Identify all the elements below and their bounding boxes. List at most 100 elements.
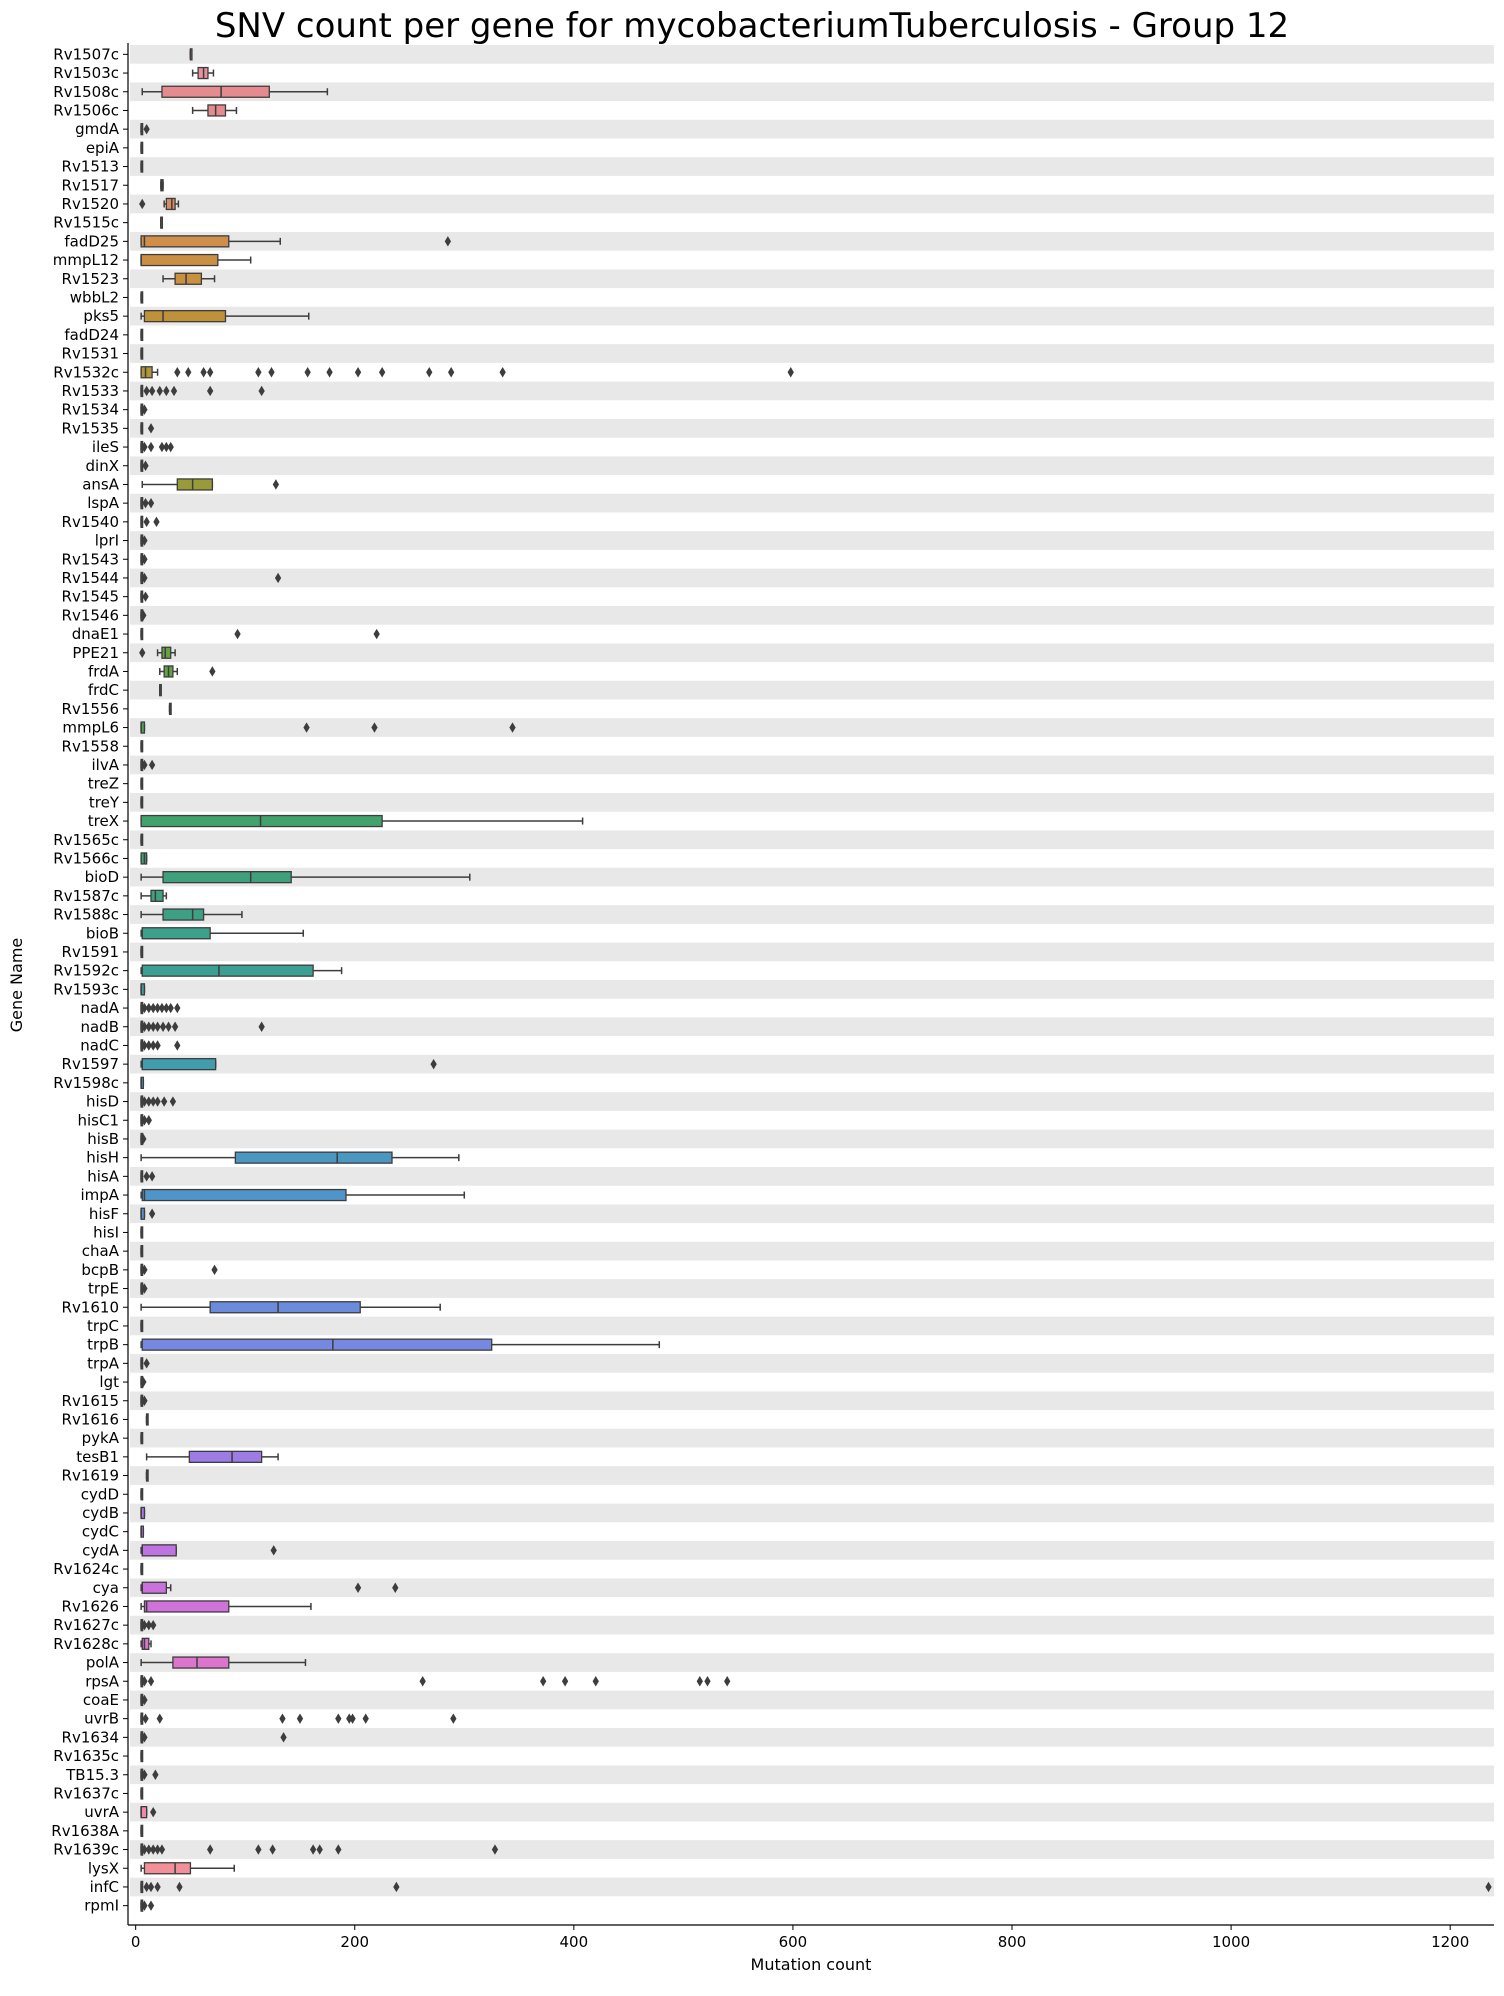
gene-box-coaE xyxy=(140,1693,148,1707)
outlier-point xyxy=(141,1021,148,1032)
gene-box-PPE21 xyxy=(139,646,176,659)
y-tick-label: trpE xyxy=(88,1280,119,1298)
y-tick-label: cydA xyxy=(82,1541,120,1559)
y-tick-label: Rv1533 xyxy=(62,382,119,400)
gene-box-Rv1545 xyxy=(140,590,149,603)
y-axis-label: Gene Name xyxy=(7,938,26,1033)
x-tick-label: 400 xyxy=(560,1933,589,1951)
gene-box-Rv1619 xyxy=(145,1469,149,1482)
gene-box-ileS xyxy=(140,440,174,454)
y-tick-label: fadD24 xyxy=(64,326,119,344)
gene-box-rpmI xyxy=(140,1899,155,1912)
row-stripe xyxy=(130,1578,1494,1598)
y-tick-label: treX xyxy=(88,812,119,830)
y-tick-label: Rv1591 xyxy=(62,943,119,961)
row-stripe xyxy=(130,344,1494,363)
row-stripe xyxy=(130,1092,1494,1111)
outlier-point xyxy=(444,236,452,247)
y-tick-label: Rv1546 xyxy=(62,606,119,624)
outlier-point xyxy=(491,1844,499,1855)
outlier-point xyxy=(141,1900,148,1911)
outlier-point xyxy=(141,441,148,453)
gene-box-ilvA xyxy=(140,758,156,772)
iqr-box xyxy=(141,1544,177,1557)
outlier-point xyxy=(141,759,148,771)
outlier-point xyxy=(167,1002,174,1014)
y-tick-label: mmpL6 xyxy=(62,719,119,737)
gene-box-frdA xyxy=(159,665,216,678)
gene-box-wbbL2 xyxy=(140,291,144,304)
iqr-box xyxy=(150,889,164,902)
y-tick-label: Rv1535 xyxy=(62,419,119,437)
row-stripe xyxy=(130,1054,1494,1074)
y-tick-label: lprI xyxy=(95,532,119,550)
y-tick-label: rpsA xyxy=(85,1672,120,1690)
iqr-box xyxy=(141,964,314,977)
iqr-box xyxy=(234,1151,393,1164)
outlier-point xyxy=(724,1676,731,1687)
y-tick-label: Rv1544 xyxy=(62,569,119,587)
gene-box-pks5 xyxy=(140,309,310,323)
y-tick-label: ileS xyxy=(92,438,119,456)
outlier-point xyxy=(303,722,310,733)
iqr-box xyxy=(172,1656,230,1669)
y-tick-label: cya xyxy=(93,1579,119,1597)
y-tick-label: lgt xyxy=(99,1373,119,1391)
x-axis: 0 200 400 600 800 1000 1200 xyxy=(128,1924,1494,1951)
gene-box-nadB xyxy=(140,1020,265,1033)
y-tick-label: tesB1 xyxy=(76,1448,119,1466)
row-stripe xyxy=(130,1129,1494,1149)
y-tick-label: dnaE1 xyxy=(72,625,119,643)
gene-box-hisD xyxy=(140,1095,177,1108)
outlier-point xyxy=(148,1208,156,1219)
outlier-point xyxy=(141,1619,148,1631)
gene-box-mmpL12 xyxy=(140,253,252,267)
y-tick-label: Rv1545 xyxy=(62,588,119,606)
y-tick-label: trpA xyxy=(87,1354,120,1372)
row-stripe xyxy=(130,1877,1494,1897)
y-tick-label: Rv1639c xyxy=(53,1841,119,1859)
y-tick-label: nadA xyxy=(81,999,120,1017)
outlier-point xyxy=(156,385,163,397)
outlier-point xyxy=(145,1619,152,1631)
outlier-point xyxy=(145,1115,152,1126)
outlier-point xyxy=(378,367,386,378)
outlier-point xyxy=(371,722,378,733)
y-tick-label: trpB xyxy=(87,1336,119,1354)
gene-box-Rv1534 xyxy=(140,403,148,416)
gene-box-hisA xyxy=(140,1170,156,1183)
outlier-point xyxy=(335,1713,342,1724)
row-stripe xyxy=(130,493,1494,513)
outlier-point xyxy=(159,1021,167,1032)
gene-box-trpE xyxy=(140,1282,148,1295)
row-stripe xyxy=(130,1428,1494,1448)
row-stripes xyxy=(130,45,1494,1897)
outlier-point xyxy=(153,516,160,528)
y-tick-label: epiA xyxy=(86,139,120,157)
y-tick-label: Rv1523 xyxy=(62,270,119,288)
gene-box-tesB1 xyxy=(145,1450,279,1463)
row-stripe xyxy=(130,1653,1494,1672)
gene-box-hisF xyxy=(140,1207,156,1220)
outlier-point xyxy=(171,1021,179,1032)
gene-box-Rv1593c xyxy=(140,983,146,996)
box-series xyxy=(139,48,1492,1912)
iqr-box xyxy=(141,1058,217,1071)
y-tick-label: Rv1520 xyxy=(62,195,119,213)
iqr-box xyxy=(141,1581,167,1594)
row-stripe xyxy=(130,232,1494,251)
y-tick-label: frdA xyxy=(88,662,120,680)
y-tick-label: trpC xyxy=(87,1317,119,1335)
gene-box-infC xyxy=(140,1880,1492,1894)
outlier-point xyxy=(147,441,155,453)
gene-box-cya xyxy=(140,1581,399,1594)
outlier-point xyxy=(304,367,311,378)
outlier-point xyxy=(141,1002,148,1014)
y-tick-label: Rv1540 xyxy=(62,513,119,531)
y-tick-label: Rv1543 xyxy=(62,550,119,568)
outlier-point xyxy=(154,1002,161,1014)
row-stripe xyxy=(130,381,1494,401)
outlier-point xyxy=(141,1844,148,1855)
gene-box-bioD xyxy=(140,871,471,884)
gene-box-Rv1637c xyxy=(140,1787,144,1800)
